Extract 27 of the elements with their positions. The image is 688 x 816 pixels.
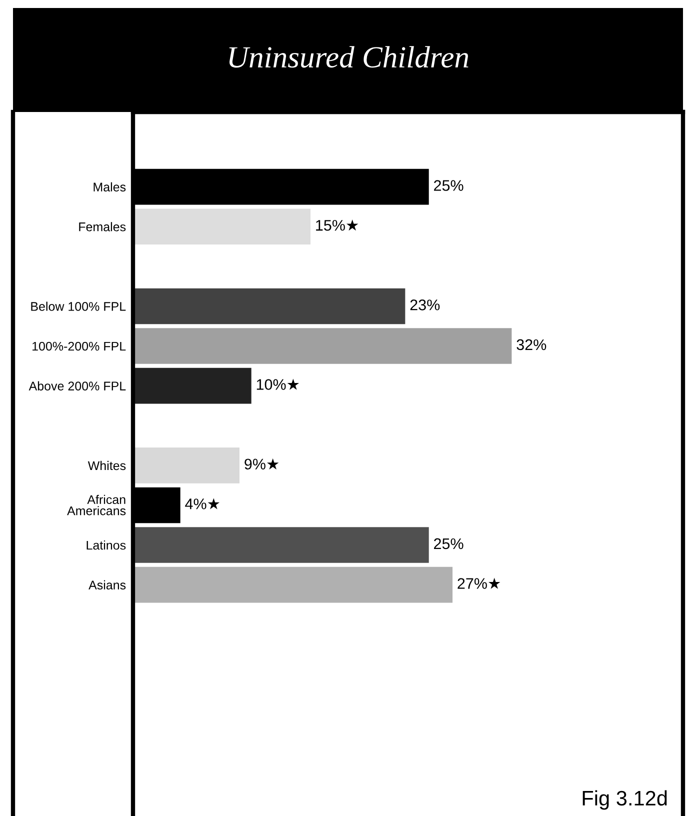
y-tick-label: African Americans xyxy=(67,494,126,516)
y-tick-label: 100%-200% FPL xyxy=(32,342,126,351)
y-tick-label: Males xyxy=(94,182,126,192)
data-label: 10%★ xyxy=(256,378,300,390)
bar xyxy=(133,368,252,404)
bar xyxy=(133,527,429,563)
chart-title: Uninsured Children xyxy=(229,46,468,68)
data-label: 9%★ xyxy=(244,458,279,470)
y-tick-label: Females xyxy=(79,222,126,232)
y-tick-label: Above 200% FPL xyxy=(28,381,126,390)
y-tick-label: Below 100% FPL xyxy=(31,302,126,311)
caption: Fig 3.12d xyxy=(582,790,667,810)
bar xyxy=(133,566,453,603)
data-label: 25% xyxy=(434,538,464,550)
y-tick-label: Asians xyxy=(88,580,126,590)
data-label: 32% xyxy=(516,339,546,350)
data-label: 25% xyxy=(434,180,464,191)
bar xyxy=(133,288,406,324)
bar xyxy=(133,328,512,364)
data-label: 23% xyxy=(410,300,440,310)
y-tick-label: Latinos xyxy=(86,540,126,550)
data-label: 27%★ xyxy=(458,578,500,589)
data-label: 15%★ xyxy=(316,220,358,231)
bar xyxy=(133,208,311,245)
y-tick-label: Whites xyxy=(88,460,126,470)
data-label: 4%★ xyxy=(185,498,220,510)
bar xyxy=(133,448,240,484)
